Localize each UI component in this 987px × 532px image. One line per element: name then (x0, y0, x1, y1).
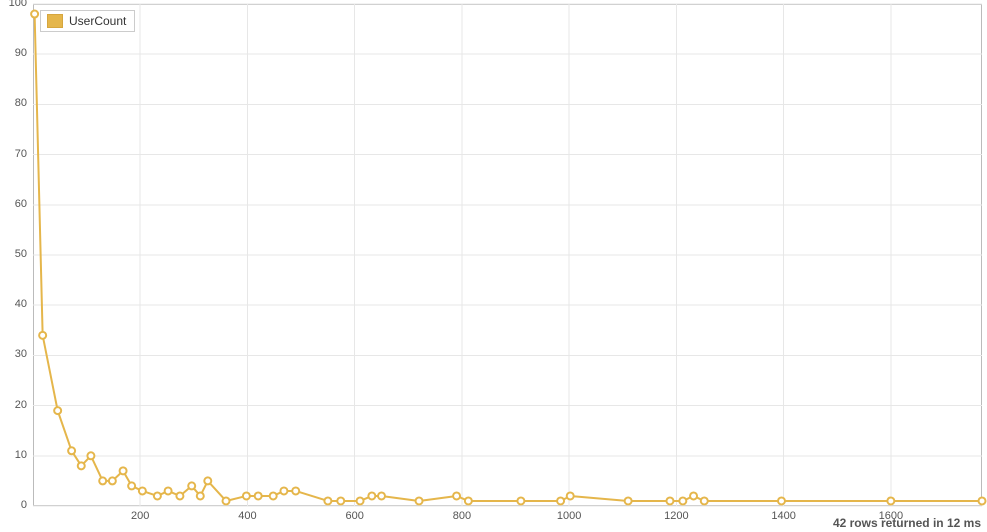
axis-tick-label: 60 (15, 198, 27, 210)
axis-tick-label: 10 (15, 449, 27, 461)
axis-tick-label: 40 (15, 298, 27, 310)
axis-tick-label: 600 (346, 510, 364, 522)
axis-tick-label: 80 (15, 97, 27, 109)
axis-tick-label: 50 (15, 248, 27, 260)
axis-tick-label: 100 (9, 0, 27, 9)
chart-legend[interactable]: UserCount (40, 10, 135, 32)
axis-tick-label: 30 (15, 348, 27, 360)
axis-tick-label: 400 (238, 510, 256, 522)
axis-tick-label: 1400 (771, 510, 795, 522)
query-status-text: 42 rows returned in 12 ms (833, 516, 981, 530)
axis-tick-label: 0 (21, 499, 27, 511)
axis-tick-label: 200 (131, 510, 149, 522)
axis-tick-label: 1200 (664, 510, 688, 522)
axis-tick-label: 20 (15, 399, 27, 411)
axis-tick-label: 90 (15, 47, 27, 59)
legend-series-label: UserCount (69, 14, 126, 28)
legend-swatch-icon (47, 14, 63, 28)
axis-tick-label: 70 (15, 148, 27, 160)
chart-svg (0, 0, 987, 532)
axis-tick-label: 800 (453, 510, 471, 522)
axis-tick-label: 1000 (557, 510, 581, 522)
